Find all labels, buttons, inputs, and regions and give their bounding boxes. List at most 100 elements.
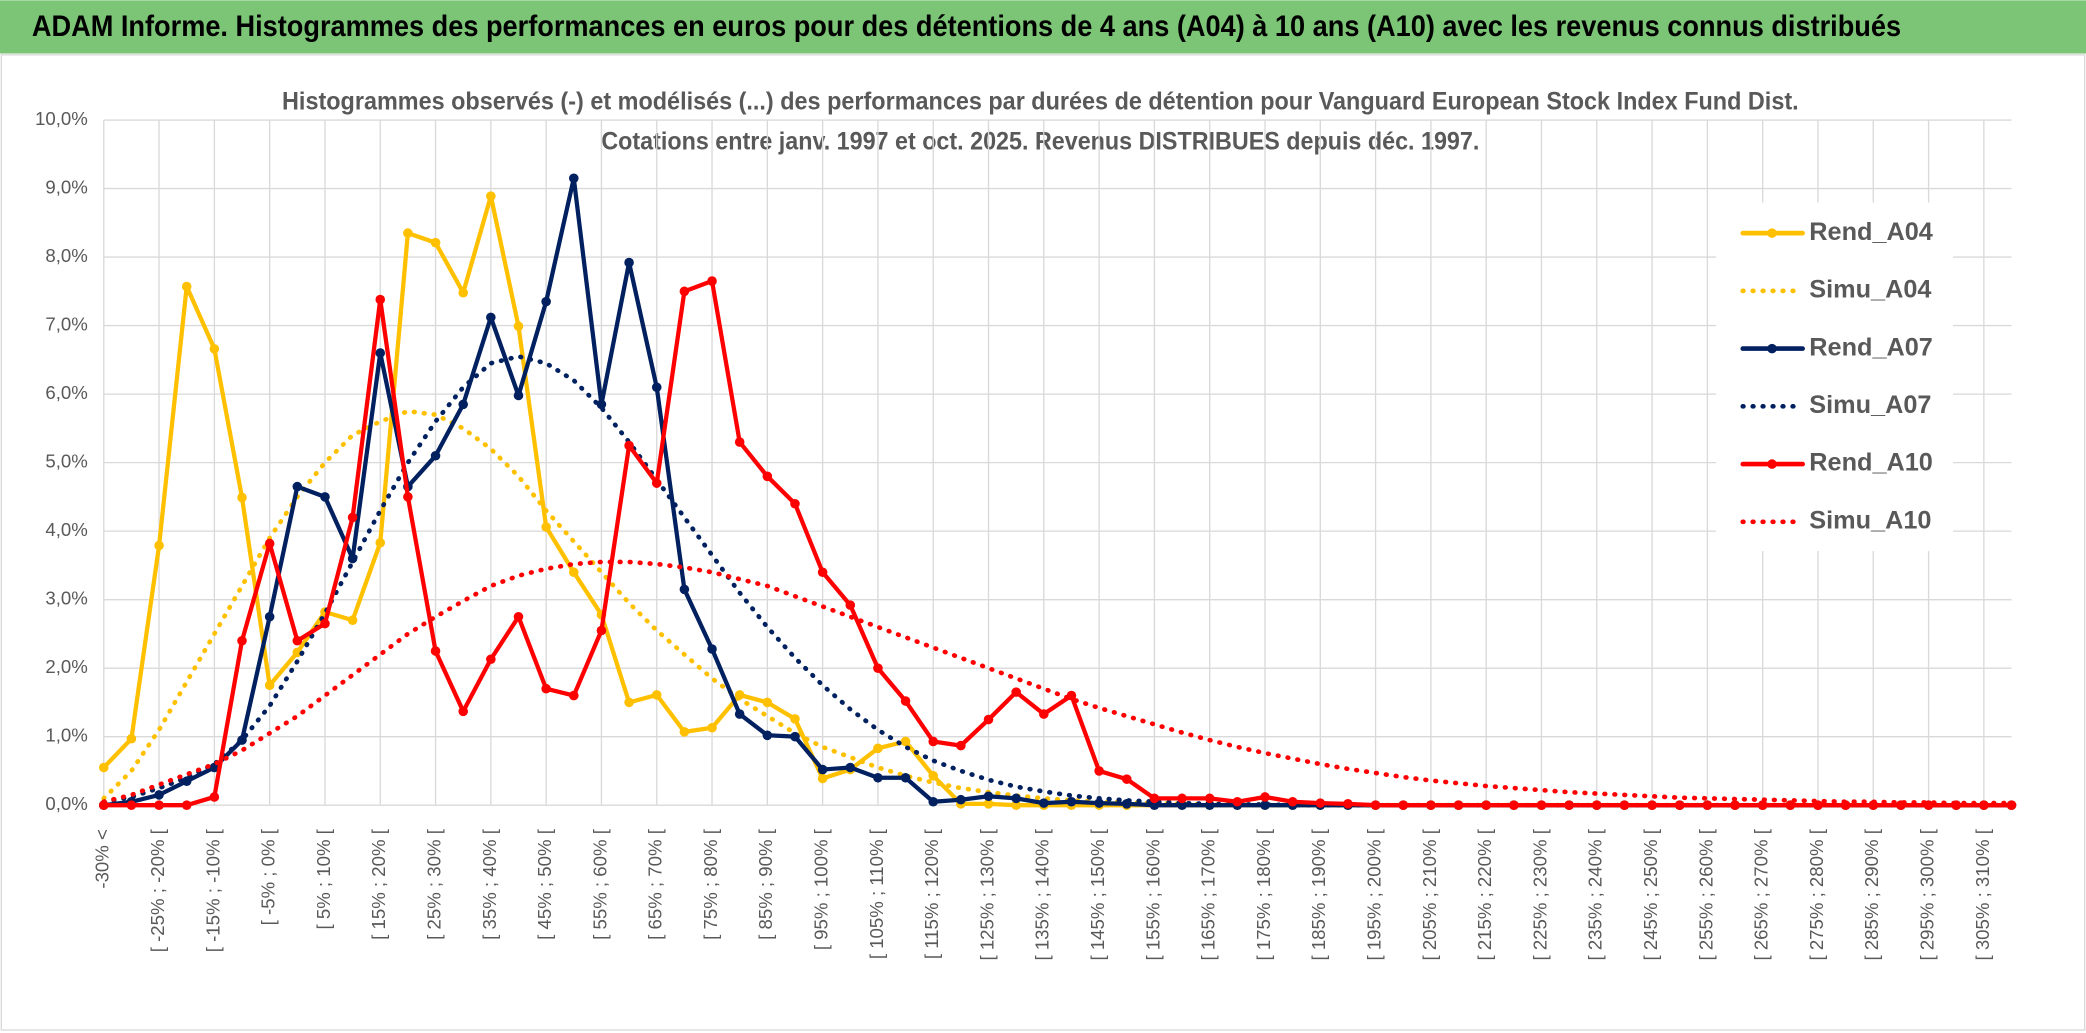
point-marker xyxy=(928,796,939,807)
x-tick-label: [ 145% ; 150% [ xyxy=(1087,828,1108,960)
point-marker xyxy=(1730,800,1740,810)
point-marker xyxy=(568,567,579,578)
point-marker xyxy=(264,538,275,549)
point-marker xyxy=(181,281,192,292)
point-marker xyxy=(181,800,192,810)
x-tick-label: [ 125% ; 130% [ xyxy=(976,828,997,960)
point-marker xyxy=(375,348,386,358)
y-tick-label: 3,0% xyxy=(45,588,87,609)
point-marker xyxy=(1094,798,1104,808)
point-marker xyxy=(1260,792,1270,802)
point-marker xyxy=(1039,709,1049,719)
x-tick-label: [ 115% ; 120% [ xyxy=(921,828,942,959)
x-tick-label: [ 275% ; 280% [ xyxy=(1806,828,1827,960)
point-marker xyxy=(126,733,137,744)
point-marker xyxy=(983,714,994,725)
point-marker xyxy=(762,730,773,741)
x-tick-label: [ 205% ; 210% [ xyxy=(1419,828,1440,960)
legend-marker xyxy=(1767,459,1777,469)
point-marker xyxy=(513,390,524,401)
x-tick-label: [ 235% ; 240% [ xyxy=(1585,828,1606,960)
point-marker xyxy=(873,772,883,783)
legend-label: Simu_A07 xyxy=(1809,391,1931,419)
point-marker xyxy=(126,800,137,810)
x-tick-label: [ 215% ; 220% [ xyxy=(1474,828,1495,960)
x-tick-label: [ 185% ; 190% [ xyxy=(1308,828,1329,960)
point-marker xyxy=(900,736,911,747)
legend: Rend_A04 Simu_A04 Rend_A07 Simu_A07 Rend_A10… xyxy=(1716,202,1953,552)
chart-title: Histogrammes observés (-) et modélisés (… xyxy=(282,87,1799,115)
point-marker xyxy=(1591,800,1602,810)
x-tick-label: [ 55% ; 60% [ xyxy=(589,828,610,940)
y-tick-label: 5,0% xyxy=(45,451,87,472)
point-marker xyxy=(1481,800,1491,810)
y-tick-label: 0,0% xyxy=(45,793,87,814)
point-marker xyxy=(762,471,773,482)
point-marker xyxy=(154,800,164,810)
point-marker xyxy=(292,481,303,492)
legend-label: Rend_A07 xyxy=(1809,333,1933,361)
x-tick-label: [ 255% ; 260% [ xyxy=(1695,828,1716,960)
model-line xyxy=(101,354,2014,808)
point-marker xyxy=(734,437,745,447)
point-marker xyxy=(541,522,551,532)
x-tick-label: [ 25% ; 30% [ xyxy=(423,828,444,940)
x-tick-label: [ 245% ; 250% [ xyxy=(1640,828,1661,960)
point-marker xyxy=(181,776,192,786)
point-marker xyxy=(928,770,939,781)
point-marker xyxy=(928,736,939,747)
point-marker xyxy=(983,799,994,809)
x-tick-label: -30% < xyxy=(92,829,113,888)
point-marker xyxy=(541,683,551,694)
point-marker xyxy=(762,697,773,708)
point-marker xyxy=(209,792,220,802)
point-marker xyxy=(1204,793,1215,804)
point-marker xyxy=(734,709,745,719)
y-tick-label: 7,0% xyxy=(45,314,87,335)
point-marker xyxy=(707,644,717,654)
point-marker xyxy=(1509,800,1519,810)
point-marker xyxy=(624,697,634,708)
legend-label: Rend_A04 xyxy=(1809,218,1933,246)
point-marker xyxy=(430,237,441,248)
point-marker xyxy=(568,173,579,184)
point-marker xyxy=(707,722,717,733)
chart-subtitle: Cotations entre janv. 1997 et oct. 2025.… xyxy=(601,127,1479,155)
point-marker xyxy=(1757,800,1768,810)
observed-line xyxy=(101,278,2014,808)
point-marker xyxy=(1039,798,1049,808)
point-marker xyxy=(347,615,358,625)
point-marker xyxy=(292,635,303,646)
x-tick-label: [ 15% ; 20% [ xyxy=(368,828,389,940)
x-tick-label: [ 95% ; 100% [ xyxy=(811,828,832,950)
x-tick-label: [ 265% ; 270% [ xyxy=(1751,828,1772,960)
header-banner xyxy=(0,0,2086,54)
point-marker xyxy=(956,794,966,805)
point-marker xyxy=(845,600,856,610)
point-marker xyxy=(403,492,413,502)
point-marker xyxy=(541,296,551,307)
point-marker xyxy=(1315,798,1326,808)
y-tick-label: 9,0% xyxy=(45,176,87,197)
x-tick-label: [ 135% ; 140% [ xyxy=(1032,828,1053,960)
point-marker xyxy=(1066,796,1077,807)
point-marker xyxy=(1287,796,1298,807)
point-marker xyxy=(264,680,275,691)
point-marker xyxy=(237,492,247,503)
y-tick-label: 8,0% xyxy=(45,245,87,266)
point-marker xyxy=(1647,800,1657,810)
point-marker xyxy=(375,294,386,305)
point-marker xyxy=(1398,800,1409,810)
point-marker xyxy=(1011,793,1021,804)
point-marker xyxy=(1177,793,1187,804)
point-marker xyxy=(347,512,358,523)
x-tick-label: [ 295% ; 300% [ xyxy=(1916,828,1937,960)
point-marker xyxy=(651,478,662,488)
point-marker xyxy=(624,440,634,451)
point-marker xyxy=(458,287,468,298)
point-marker xyxy=(320,492,330,502)
point-marker xyxy=(513,611,524,622)
point-marker xyxy=(679,727,690,737)
point-marker xyxy=(651,690,662,700)
